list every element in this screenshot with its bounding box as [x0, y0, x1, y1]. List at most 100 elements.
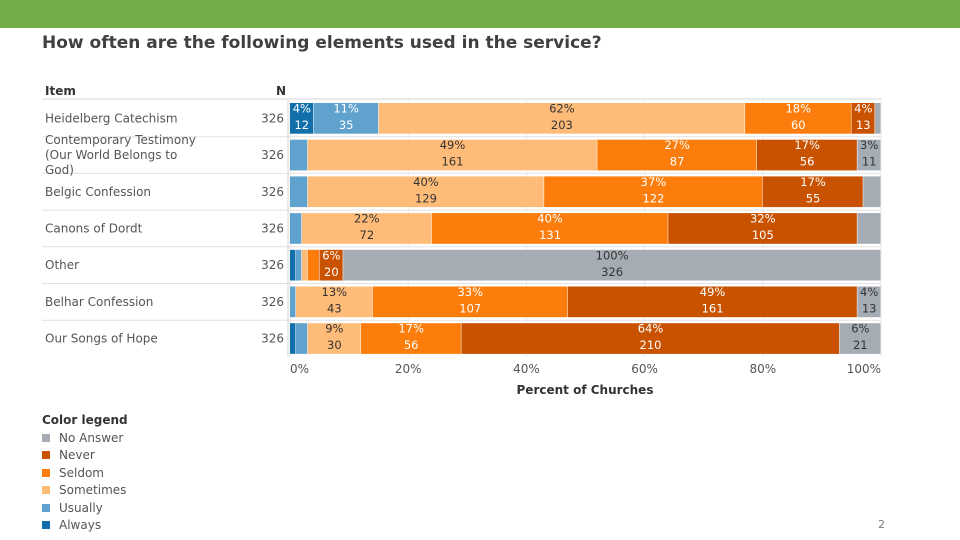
- category-label: Our Songs of Hope: [45, 332, 158, 346]
- category-label: Other: [45, 258, 79, 272]
- n-value: 326: [261, 332, 284, 346]
- bar-segment-never: [319, 249, 343, 281]
- bar-segment-always: [290, 323, 296, 354]
- legend-swatch: [42, 486, 50, 495]
- data-label-percent: 37%: [641, 175, 667, 189]
- legend-label: Usually: [59, 500, 103, 515]
- x-tick-label: 60%: [631, 362, 658, 376]
- bar-segment-sometimes: [307, 139, 597, 171]
- data-label-count: 56: [404, 338, 419, 352]
- category-label: God): [45, 163, 74, 177]
- legend-title: Color legend: [42, 413, 128, 427]
- data-label-count: 20: [324, 265, 339, 279]
- slide-title: How often are the following elements use…: [42, 33, 602, 53]
- n-value: 326: [261, 295, 284, 309]
- bar-segment-seldom: [372, 286, 568, 318]
- legend-item: Sometimes: [42, 482, 128, 500]
- data-label-count: 129: [415, 191, 437, 205]
- n-value: 326: [261, 111, 284, 125]
- bar-segment-usually: [295, 249, 302, 281]
- x-tick-label: 40%: [513, 362, 540, 376]
- legend-item: Never: [42, 447, 128, 465]
- data-label-count: 13: [862, 302, 877, 316]
- data-label-percent: 13%: [322, 285, 348, 299]
- category-label: Heidelberg Catechism: [45, 111, 178, 125]
- legend-item: Always: [42, 517, 128, 535]
- data-label-count: 56: [800, 155, 815, 169]
- data-label-percent: 18%: [785, 102, 811, 116]
- bar-segment-usually: [313, 103, 379, 134]
- data-label-percent: 4%: [293, 102, 311, 116]
- legend-item: Usually: [42, 499, 128, 517]
- legend-item: No Answer: [42, 429, 128, 447]
- data-label-percent: 4%: [860, 285, 878, 299]
- bar-segment-no-answer: [875, 103, 881, 134]
- bar-segment-usually: [290, 213, 302, 244]
- data-label-count: 60: [791, 118, 806, 132]
- data-label-count: 203: [551, 118, 573, 132]
- n-value: 326: [261, 185, 284, 199]
- color-legend: Color legend No Answer Never Seldom Sometim…: [42, 413, 128, 534]
- bar-segment-always: [290, 103, 314, 134]
- bar-segment-seldom: [745, 103, 851, 134]
- data-label-count: 107: [459, 302, 481, 316]
- legend-swatch: [42, 451, 50, 460]
- data-label-count: 87: [670, 155, 685, 169]
- item-column-header: Item: [45, 84, 76, 98]
- bar-segment-sometimes: [301, 249, 308, 281]
- x-tick-label: 0%: [290, 362, 309, 376]
- x-tick-label: 100%: [847, 362, 881, 376]
- data-label-percent: 32%: [750, 212, 776, 226]
- bar-segment-usually: [290, 286, 296, 318]
- bar-segment-sometimes: [301, 213, 432, 244]
- data-label-percent: 9%: [325, 322, 343, 336]
- bar-segment-no-answer: [857, 213, 881, 244]
- data-label-percent: 11%: [333, 102, 359, 116]
- category-label: (Our World Belongs to: [45, 148, 177, 162]
- legend-item: Seldom: [42, 464, 128, 482]
- data-label-percent: 33%: [457, 285, 483, 299]
- bar-segment-sometimes: [295, 286, 373, 318]
- data-label-count: 12: [294, 118, 309, 132]
- data-label-count: 11: [862, 155, 877, 169]
- bar-segment-never: [756, 139, 857, 171]
- legend-swatch: [42, 503, 50, 512]
- category-label: Canons of Dordt: [45, 221, 143, 235]
- n-column-header: N: [276, 84, 286, 98]
- data-label-count: 30: [327, 338, 342, 352]
- data-label-percent: 17%: [794, 138, 820, 152]
- data-label-percent: 6%: [851, 322, 869, 336]
- bar-segment-no-answer: [839, 323, 881, 354]
- data-label-count: 35: [339, 118, 354, 132]
- data-label-count: 161: [702, 302, 724, 316]
- data-label-count: 326: [601, 265, 623, 279]
- bar-segment-no-answer: [857, 139, 881, 171]
- header-bar-notch: [882, 28, 960, 32]
- data-label-percent: 17%: [398, 322, 424, 336]
- bar-segment-never: [567, 286, 857, 318]
- x-tick-label: 80%: [749, 362, 776, 376]
- data-label-count: 55: [806, 191, 821, 205]
- data-label-count: 72: [360, 228, 375, 242]
- category-label: Contemporary Testimony: [45, 133, 196, 147]
- bar-segment-never: [851, 103, 875, 134]
- data-label-percent: 4%: [854, 102, 872, 116]
- n-value: 326: [261, 221, 284, 235]
- category-label: Belgic Confession: [45, 185, 151, 199]
- n-value: 326: [261, 148, 284, 162]
- data-label-percent: 62%: [549, 102, 575, 116]
- data-label-percent: 6%: [322, 248, 340, 262]
- bar-segment-never: [668, 213, 857, 244]
- bar-segment-seldom: [307, 249, 320, 281]
- bar-segment-seldom: [544, 176, 763, 208]
- legend-swatch: [42, 433, 50, 442]
- bar-segment-always: [290, 249, 296, 281]
- bar-segment-seldom: [431, 213, 668, 244]
- bar-segment-sometimes: [307, 176, 544, 208]
- legend-label: Never: [59, 448, 95, 463]
- legend-swatch: [42, 521, 50, 530]
- bar-segment-usually: [290, 176, 308, 208]
- bar-segment-usually: [290, 139, 308, 171]
- data-label-count: 161: [442, 155, 464, 169]
- bar-segment-usually: [295, 323, 308, 354]
